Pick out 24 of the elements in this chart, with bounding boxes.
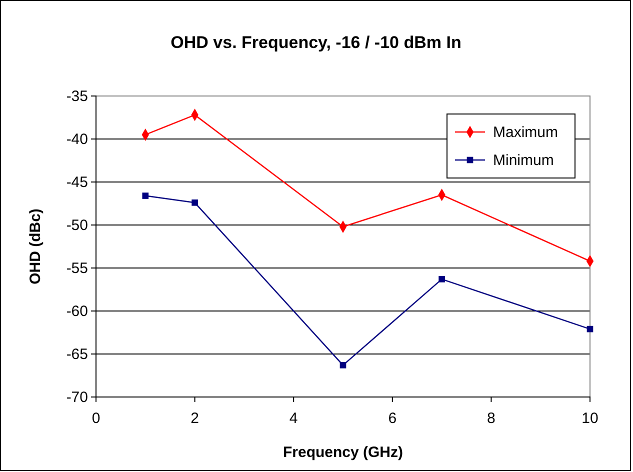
point <box>142 192 149 199</box>
y-tick-label: -65 <box>66 346 88 363</box>
x-axis-title: Frequency (GHz) <box>282 444 404 461</box>
point <box>586 326 594 332</box>
y-tick-label: -55 <box>66 260 88 277</box>
x-tick-label: 10 <box>582 410 598 427</box>
x-tick-label: 8 <box>487 410 496 427</box>
y-tick-label: -40 <box>66 130 88 148</box>
legend-label: Maximum <box>493 124 558 141</box>
y-axis-title: OHD (dBc) <box>27 208 44 284</box>
point <box>340 362 346 368</box>
point <box>438 276 445 282</box>
legend-label: Minimum <box>493 152 554 169</box>
y-tick-label: -35 <box>66 88 88 105</box>
y-tick-label: -70 <box>66 388 88 406</box>
point <box>192 199 198 206</box>
x-tick-label: 6 <box>388 410 397 427</box>
y-tick-label: -50 <box>66 216 88 234</box>
chart-title: OHD vs. Frequency, -16 / -10 dBm In <box>170 33 462 52</box>
y-tick-label: -45 <box>66 174 88 191</box>
y-tick-label: -60 <box>66 302 88 320</box>
x-tick-label: 4 <box>289 410 298 427</box>
x-tick-label: 2 <box>190 410 199 427</box>
x-tick-label: 0 <box>92 410 100 427</box>
